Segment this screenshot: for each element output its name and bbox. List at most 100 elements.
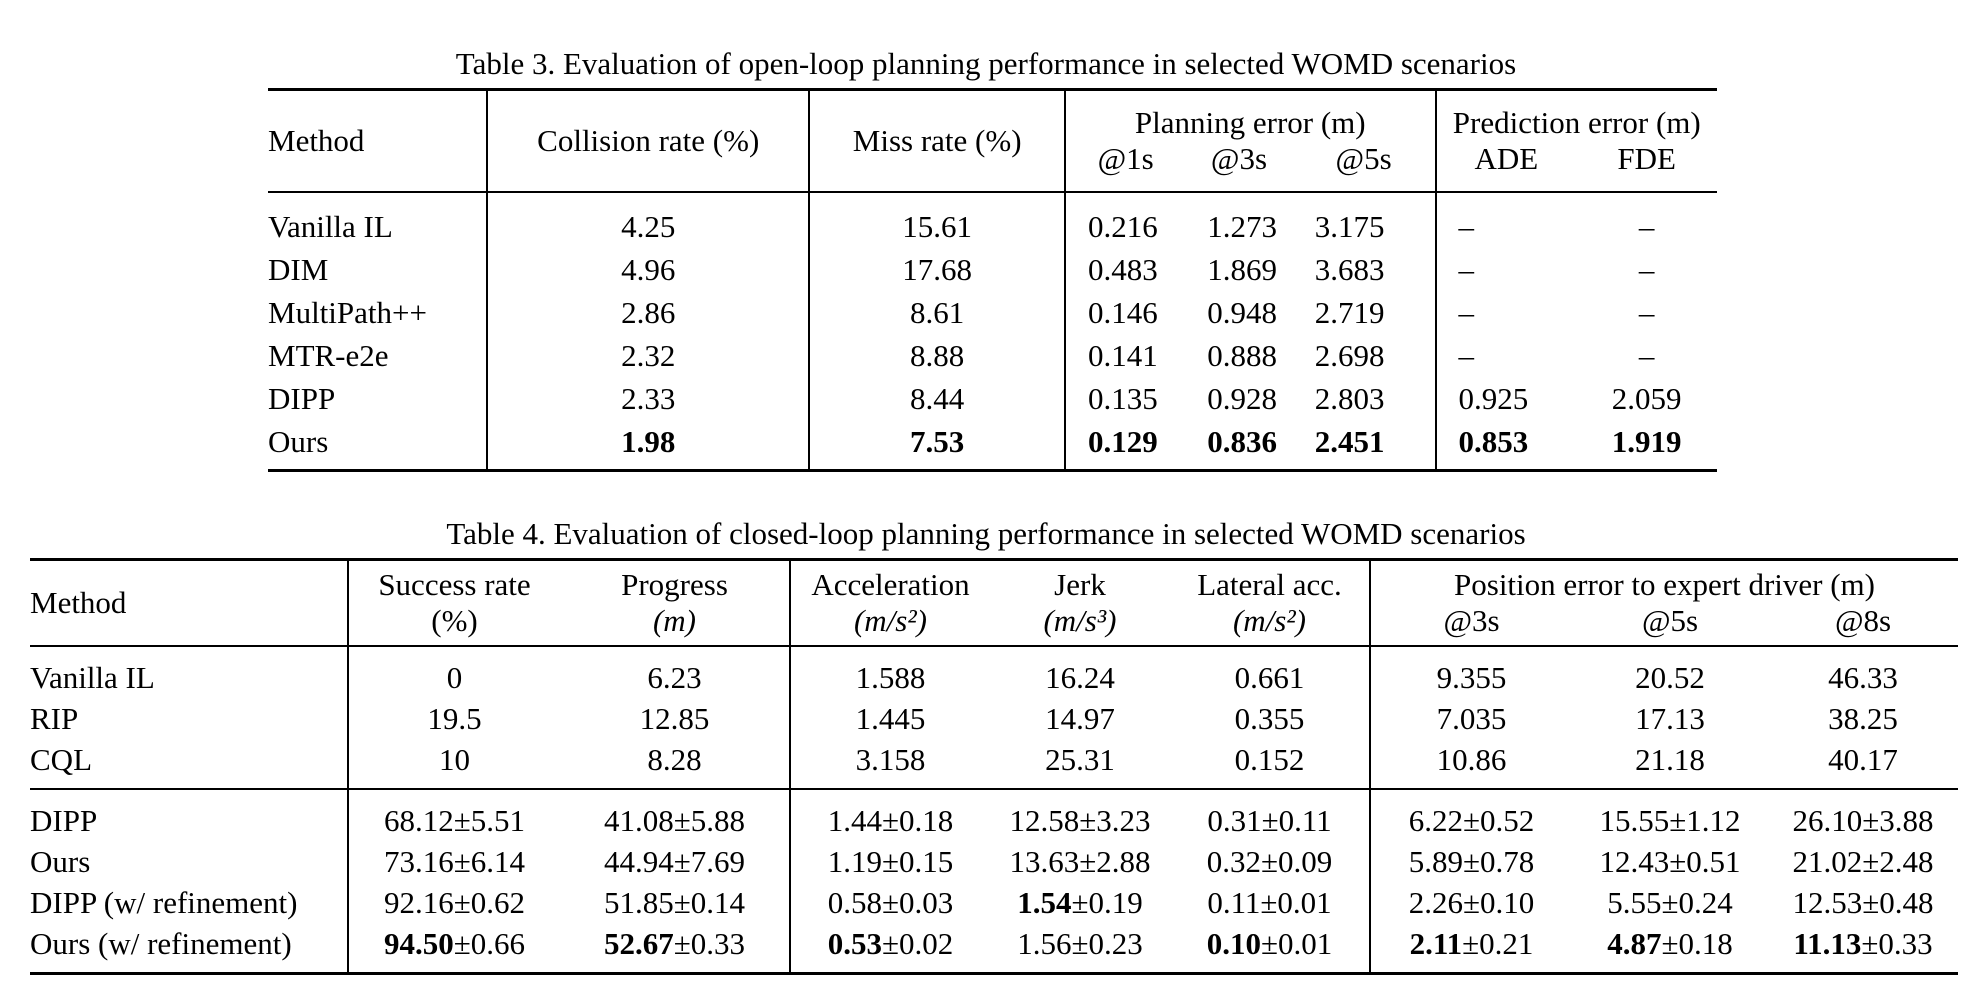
t4-header-progress: Progress	[560, 559, 791, 603]
t4-header-lat-unit: (m/s²)	[1170, 603, 1371, 646]
t4-row-baseline: RIP 19.5 12.85 1.445 14.97 0.355 7.035 17.13 38.…	[30, 698, 1958, 739]
t4-cell: 44.94±7.69	[560, 841, 791, 882]
t3-cell: –	[1458, 208, 1475, 244]
t3-cell: 3.683	[1292, 248, 1437, 291]
t3-cell-method: Ours	[268, 420, 489, 471]
t3-header-fde: FDE	[1617, 141, 1676, 177]
t3-cell: 2.059	[1611, 380, 1682, 416]
t3-header-miss: Miss rate (%)	[809, 89, 1066, 192]
t3-row: Vanilla IL 4.25 15.61 0.216 1.273 3.175– –	[268, 192, 1717, 248]
t4-row: Ours (w/ refinement) 94.50±0.66 52.67±0.33…	[30, 923, 1958, 974]
t4-cell-best: 0.53	[827, 925, 882, 961]
t3-cell: –	[1458, 337, 1475, 373]
t4-row: DIPP (w/ refinement) 92.16±0.62 51.85±0.14…	[30, 882, 1958, 923]
t3-cell: 2.33	[487, 377, 811, 420]
t4-cell: 0	[446, 659, 463, 695]
t3-cell: 1.919	[1611, 423, 1682, 459]
t4-cell: 1.56±0.23	[1017, 925, 1143, 961]
t4-cell: 1.44±0.18	[827, 802, 954, 838]
t4-cell: 0.53±0.02	[790, 923, 990, 974]
t4-cell: 0.10±0.01	[1170, 923, 1371, 974]
t4-header-e5: @5s	[1641, 603, 1699, 638]
t4-cell: 0.58±0.03	[827, 884, 954, 920]
t4-body-methods: DIPP 68.12±5.51 41.08±5.88 1.44±0.18 12.58±3…	[30, 789, 1958, 974]
t4-header-success-unit: (%)	[431, 603, 478, 638]
t3-cell: 7.53	[809, 420, 1066, 471]
t4-cell: 17.13	[1635, 700, 1705, 736]
t4-cell: 46.33	[1828, 659, 1898, 695]
t4-cell: 0.32±0.09	[1170, 841, 1371, 882]
t4-cell: 1.19±0.15	[827, 843, 954, 879]
t4-cell-best: 4.87	[1607, 925, 1662, 961]
t3-cell: –	[1458, 251, 1475, 287]
t4-cell: 2.26±0.10	[1408, 884, 1535, 920]
t3-cell: 1.273	[1207, 208, 1278, 244]
t3-header-p1: @1s	[1097, 141, 1154, 177]
t3-cell: 0.135	[1087, 380, 1158, 416]
t4-cell: 12.58±3.23	[1009, 802, 1151, 838]
t3-header-collision: Collision rate (%)	[487, 89, 811, 192]
t4-cell: 73.16±6.14	[383, 843, 525, 879]
t4-header-lat: Lateral acc.	[1170, 559, 1371, 603]
t4-header-pos: Position error to expert driver (m)	[1454, 567, 1875, 602]
t4-cell: 14.97	[1045, 700, 1115, 736]
t4-header-accel: Acceleration	[811, 567, 970, 602]
t4-cell: 4.87±0.18	[1572, 923, 1768, 974]
t4-cell: 25.31	[1045, 741, 1115, 777]
t4-body-baselines: Vanilla IL 0 6.23 1.588 16.24 0.661 9.355 20.52…	[30, 646, 1958, 789]
t4-cell-method: Ours (w/ refinement)	[30, 923, 349, 974]
t3-cell: 0.853	[1458, 423, 1529, 459]
t3-cell: 0.483	[1087, 251, 1158, 287]
t3-cell-method: MTR-e2e	[268, 334, 489, 377]
t3-cell: –	[1638, 337, 1655, 373]
t4-cell: 68.12±5.51	[383, 802, 525, 838]
t3-cell: 15.61	[809, 192, 1066, 248]
t3-cell: 2.698	[1292, 334, 1437, 377]
t4-header-accel-unit: (m/s²)	[853, 603, 927, 638]
t3-row: DIM 4.96 17.68 0.483 1.869 3.683– –	[268, 248, 1717, 291]
t3-cell: 1.98	[487, 420, 811, 471]
table3-caption: Table 3. Evaluation of open-loop plannin…	[455, 46, 1517, 81]
t4-cell: 5.55±0.24	[1607, 884, 1733, 920]
t4-cell: 21.02±2.48	[1792, 843, 1934, 879]
t4-cell: 9.355	[1436, 659, 1507, 695]
t4-cell: 6.23	[560, 646, 791, 698]
t4-row-baseline: CQL 10 8.28 3.158 25.31 0.152 10.86 21.18 40.17	[30, 739, 1958, 789]
t4-header-success: Success rate	[378, 567, 531, 602]
t4-cell: 15.55±1.12	[1599, 802, 1741, 838]
t3-row: Ours 1.98 7.53 0.129 0.836 2.451 0.853 1.919	[268, 420, 1717, 471]
t3-header-planning: Planning error (m)	[1064, 89, 1437, 142]
t3-cell: 8.61	[809, 291, 1066, 334]
t3-cell: 0.141	[1087, 337, 1158, 373]
t3-cell-method: MultiPath++	[268, 291, 489, 334]
t3-cell: 0.888	[1207, 337, 1278, 373]
t3-cell: –	[1638, 208, 1655, 244]
t4-cell: 0.661	[1170, 646, 1371, 698]
t4-cell-best: 52.67	[603, 925, 674, 961]
t4-cell-best: 2.11	[1409, 925, 1463, 961]
table3: Method Collision rate (%) Miss rate (%) …	[268, 88, 1717, 472]
t3-row: MTR-e2e 2.32 8.88 0.141 0.888 2.698– –	[268, 334, 1717, 377]
t4-cell: 20.52	[1635, 659, 1705, 695]
t3-cell: –	[1458, 294, 1475, 330]
t3-header-p3: @3s	[1210, 141, 1268, 177]
t3-cell: 2.719	[1292, 291, 1437, 334]
t4-cell: 92.16±0.62	[383, 884, 525, 920]
t4-cell: 10.86	[1436, 741, 1507, 777]
t3-cell: 0.146	[1087, 294, 1158, 330]
t3-cell-method: Vanilla IL	[268, 192, 489, 248]
t3-cell: 17.68	[809, 248, 1066, 291]
table4: Method Success rate Progress Acceleratio…	[30, 558, 1958, 975]
t3-header-method: Method	[268, 89, 489, 192]
t4-cell: 11.13±0.33	[1768, 923, 1958, 974]
t4-cell: 38.25	[1828, 700, 1898, 736]
t4-cell: 8.28	[560, 739, 791, 789]
t4-cell-method: RIP	[30, 698, 349, 739]
t3-cell: 0.925	[1458, 380, 1529, 416]
t4-cell-std: ±0.18	[1661, 925, 1733, 961]
t3-cell: 1.869	[1207, 251, 1278, 287]
t3-cell: –	[1638, 251, 1655, 287]
t4-header-jerk: Jerk	[1054, 567, 1106, 602]
t3-cell: 4.25	[487, 192, 811, 248]
t4-cell-best: 11.13	[1793, 925, 1862, 961]
